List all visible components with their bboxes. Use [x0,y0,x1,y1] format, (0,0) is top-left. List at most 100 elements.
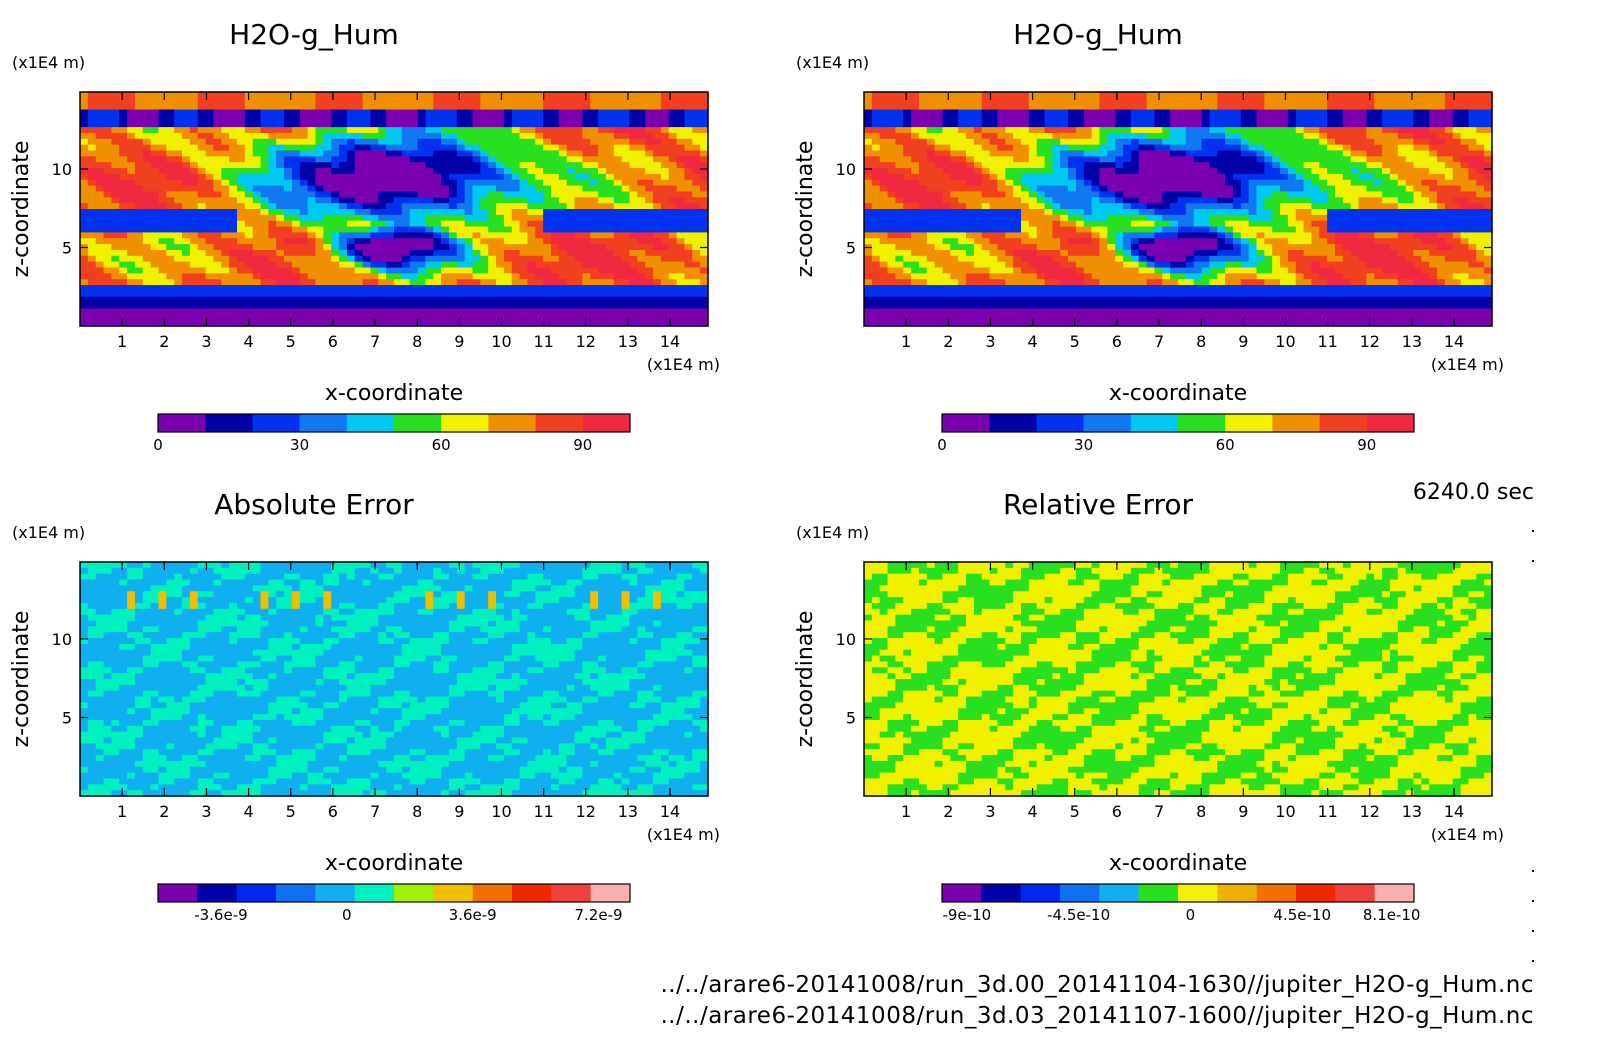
heatmap-cell [150,191,160,198]
heatmap-cell [370,103,379,111]
heatmap-cell [260,302,269,310]
heatmap-cell [1185,255,1195,263]
heatmap-cell [551,226,560,233]
heatmap-cell [911,290,920,298]
heatmap-cell [244,191,254,198]
heatmap-cell [378,92,387,99]
heatmap-cell [464,214,474,222]
heatmap-cell [1091,273,1101,280]
heatmap-cell [613,121,623,128]
heatmap-cell [1044,162,1053,169]
heatmap-cell [103,290,112,298]
heatmap-cell [276,97,285,105]
heatmap-cell [958,127,967,134]
heatmap-cell [1193,185,1203,193]
heatmap-cell [879,197,889,204]
heatmap-cell [574,150,583,157]
heatmap-cell [472,267,481,274]
heatmap-cell [966,103,975,111]
heatmap-cell [221,150,230,157]
heatmap-cell [653,173,662,181]
heatmap-cell [653,109,662,116]
heatmap-cell [613,209,623,216]
heatmap-cell [629,191,638,198]
heatmap-cell [127,92,136,99]
heatmap-cell [590,232,599,239]
heatmap-cell [503,121,513,128]
heatmap-cell [339,109,348,116]
heatmap-cell [934,132,944,140]
heatmap-cell [621,162,631,169]
heatmap-cell [1146,214,1156,222]
heatmap-cell [237,197,246,204]
heatmap-cell [307,203,317,210]
heatmap-cell [268,273,277,280]
heatmap-cell [989,127,999,134]
heatmap-cell [323,132,332,140]
heatmap-cell [417,109,426,116]
heatmap-cell [605,261,615,269]
heatmap-cell [354,267,364,274]
heatmap-cell [1154,132,1163,140]
heatmap-cell [871,162,881,169]
heatmap-cell [166,302,175,310]
heatmap-cell [339,179,348,187]
heatmap-cell [1068,162,1077,169]
heatmap-cell [464,168,474,175]
heatmap-cell [582,138,591,146]
heatmap-cell [496,220,505,228]
heatmap-cell [111,103,120,111]
heatmap-cell [315,244,324,251]
heatmap-cell [574,115,583,122]
heatmap-cell [1193,127,1203,134]
heatmap-cell [879,249,889,257]
heatmap-cell [1021,273,1030,280]
heatmap-cell [582,132,591,140]
heatmap-cell [942,285,951,292]
heatmap-cell [127,156,136,163]
heatmap-cell [1005,97,1014,105]
heatmap-cell [926,296,936,304]
heatmap-cell [879,168,889,175]
heatmap-cell [1130,127,1140,134]
heatmap-cell [1138,296,1148,304]
heatmap-cell [551,173,560,181]
heatmap-cell [276,314,285,321]
heatmap-cell [103,138,112,146]
heatmap-cell [127,232,136,239]
heatmap-cell [1083,179,1093,187]
heatmap-cell [903,308,912,315]
heatmap-cell [448,226,458,233]
heatmap-cell [354,150,364,157]
heatmap-cell [1154,261,1163,269]
heatmap-cell [895,320,904,327]
heatmap-cell [1130,220,1140,228]
heatmap-cell [158,261,167,269]
heatmap-cell [613,197,623,204]
heatmap-cell [189,138,199,146]
heatmap-cell [409,150,419,157]
heatmap-cell [111,244,120,251]
heatmap-cell [213,279,222,286]
heatmap-cell [166,261,175,269]
heatmap-cell [1028,197,1038,204]
heatmap-cell [911,103,920,111]
heatmap-cell [291,150,301,157]
heatmap-cell [111,261,120,269]
heatmap-cell [142,156,152,163]
heatmap-cell [1099,127,1108,134]
heatmap-cell [1083,273,1093,280]
heatmap-cell [401,127,411,134]
heatmap-cell [189,127,199,134]
heatmap-cell [668,209,678,216]
heatmap-cell [511,214,521,222]
heatmap-cell [989,92,999,99]
heatmap-cell [918,179,928,187]
heatmap-cell [448,302,458,310]
heatmap-cell [221,261,230,269]
heatmap-cell [87,314,97,321]
heatmap-cell [1146,255,1156,263]
heatmap-cell [331,127,340,134]
heatmap-cell [590,185,599,193]
heatmap-cell [903,314,912,321]
